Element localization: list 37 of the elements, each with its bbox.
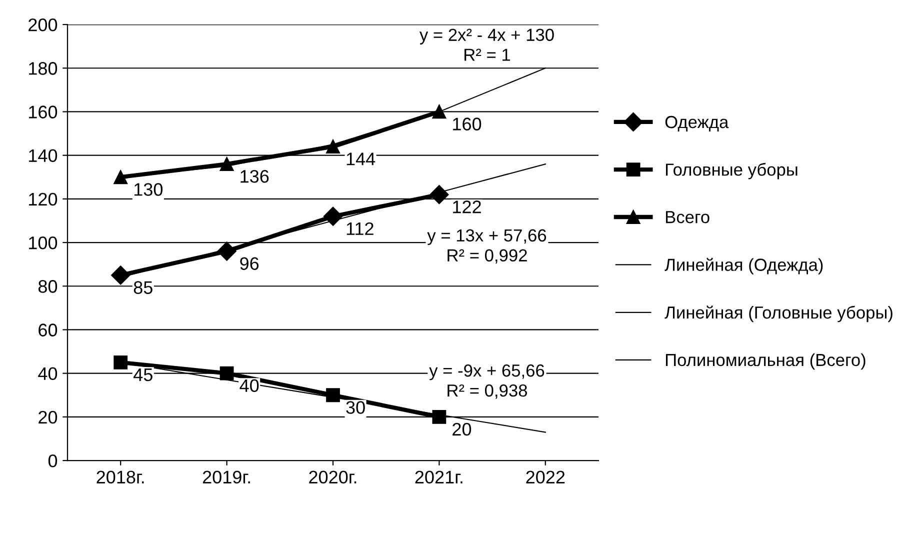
legend-label: Линейная (Одежда) <box>664 258 823 274</box>
data-label: 20 <box>452 422 472 436</box>
y-tick-label: 120 <box>29 192 58 206</box>
y-tick-label: 140 <box>29 149 58 162</box>
y-tick-label: 160 <box>29 106 58 118</box>
data-label: 130 <box>134 183 163 196</box>
y-tick-label: 60 <box>38 324 58 336</box>
data-label: 85 <box>134 281 152 294</box>
y-tick-label: 200 <box>28 18 58 32</box>
y-tick-label: 20 <box>38 410 58 424</box>
legend-label: Линейная (Головные уборы) <box>664 306 892 322</box>
x-tick-label: 2020г. <box>309 470 356 484</box>
x-tick-label: 2019г. <box>202 470 250 484</box>
legend-label: Головные уборы <box>666 162 798 180</box>
y-tick-label: 0 <box>48 454 58 468</box>
data-label: 96 <box>240 257 259 270</box>
legend-label: Одежда <box>665 116 729 132</box>
data-label: 30 <box>346 401 365 414</box>
annotation: y = -9x + 65,66 R² = 0,938 <box>429 364 544 399</box>
annotation: y = 2x² - 4x + 130 R² = 1 <box>419 28 554 61</box>
x-tick-label: 2022 <box>526 470 565 484</box>
legend-label: Полиномиальная (Всего) <box>666 353 866 370</box>
data-label: 40 <box>240 379 259 392</box>
data-label: 136 <box>240 170 269 183</box>
y-tick-label: 80 <box>38 280 58 293</box>
data-label: 45 <box>134 368 152 382</box>
data-label: 112 <box>346 222 374 235</box>
data-label: 122 <box>453 200 481 214</box>
x-tick-label: 2018г. <box>96 470 144 484</box>
y-tick-label: 180 <box>29 62 58 75</box>
y-tick-label: 100 <box>29 236 58 250</box>
data-label: 160 <box>453 118 482 130</box>
annotation: y = 13x + 57,66 R² = 0,992 <box>427 229 546 264</box>
data-label: 144 <box>346 152 376 166</box>
legend-label: Всего <box>666 211 710 224</box>
y-tick-label: 40 <box>38 367 58 380</box>
x-tick-label: 2021г. <box>415 470 462 484</box>
